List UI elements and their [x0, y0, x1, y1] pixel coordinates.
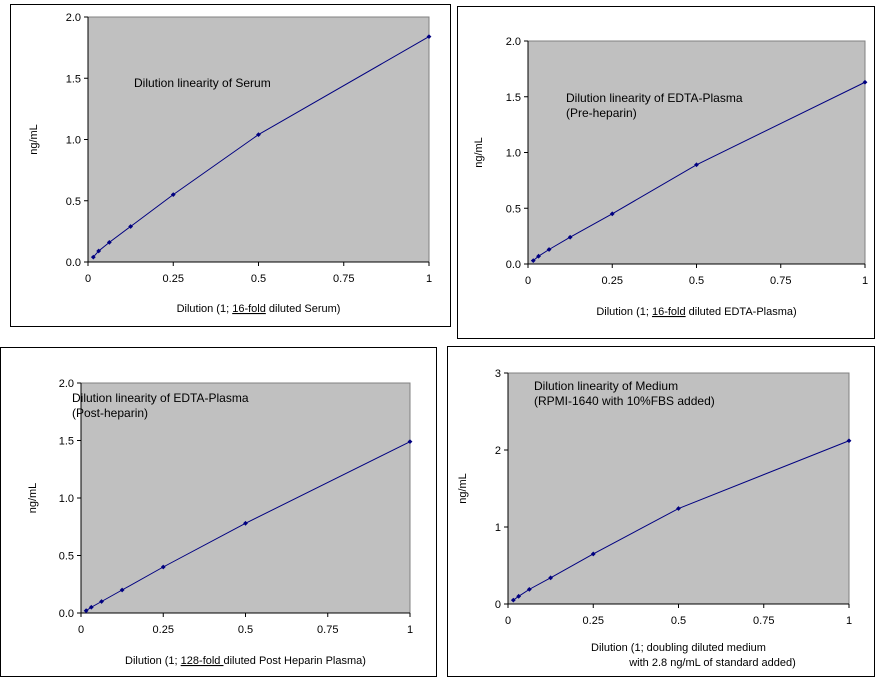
data-point — [106, 240, 112, 245]
data-point — [83, 608, 89, 614]
x-tick-label: 0.5 — [671, 615, 686, 627]
pre-heparin-chart: 0.0 0.5 1.0 1.5 2.0 0 0.25 0.5 0.75 1 Dilution lin… — [473, 36, 868, 318]
y-tick-label: 0.0 — [59, 608, 74, 620]
y-tick-label: 0.5 — [59, 551, 74, 563]
medium-chart: 0 1 2 3 0 0.25 0.5 0.75 1 Dilution linearity of M… — [457, 368, 852, 669]
data-point — [516, 593, 522, 599]
y-tick-label: 1 — [495, 522, 501, 534]
chart-annotation: Dilution linearity of EDTA-Plasma — [72, 391, 249, 405]
x-tick-label: 0.25 — [602, 275, 623, 287]
x-tick-label: 0.25 — [163, 273, 184, 285]
x-tick-label: 0.5 — [251, 273, 266, 285]
y-tick-label: 2.0 — [506, 36, 521, 48]
y-tick-label: 0.0 — [66, 257, 81, 269]
chart-annotation: Dilution linearity of EDTA-Plasma — [566, 91, 743, 105]
y-tick-label: 0.5 — [506, 203, 521, 215]
x-tick-label: 0.5 — [689, 275, 704, 287]
chart-annotation: (Pre-heparin) — [566, 106, 637, 120]
y-axis-label: ng/mL — [473, 137, 485, 168]
y-tick-label: 1.0 — [59, 493, 74, 505]
data-point — [546, 247, 552, 252]
data-point — [160, 564, 166, 570]
x-axis-label: Dilution (1; 16-fold diluted EDTA-Plasma… — [596, 306, 796, 318]
x-tick-label: 1 — [862, 275, 868, 287]
y-tick-label: 3 — [495, 368, 501, 380]
y-axis-label: ng/mL — [457, 473, 469, 504]
x-tick-label: 0.75 — [333, 273, 354, 285]
post-heparin-chart: 0.0 0.5 1.0 1.5 2.0 0 0.25 0.5 0.75 1 Dilution lin… — [27, 378, 413, 667]
medium-chart-panel: 0 1 2 3 0 0.25 0.5 0.75 1 Dilution linearity of M… — [447, 346, 875, 677]
data-point — [548, 575, 554, 581]
data-point — [846, 438, 852, 444]
data-point — [96, 248, 102, 254]
data-point — [128, 224, 134, 229]
data-point — [590, 551, 596, 557]
serum-chart: 0.0 0.5 1.0 1.5 2.0 0 0.25 0.5 0.75 1 Dilution lin… — [28, 12, 432, 315]
data-point — [694, 162, 699, 168]
x-tick-label: 0.25 — [583, 615, 604, 627]
y-tick-label: 1.5 — [506, 92, 521, 104]
data-point — [99, 599, 104, 604]
data-point — [530, 258, 536, 264]
serum-chart-panel: 0.0 0.5 1.0 1.5 2.0 0 0.25 0.5 0.75 1 Dilution lin… — [10, 4, 451, 327]
y-tick-label: 2 — [495, 445, 501, 457]
y-tick-label: 1.5 — [66, 73, 81, 85]
y-tick-label: 2.0 — [59, 378, 74, 390]
data-point — [90, 254, 96, 260]
data-point — [170, 192, 176, 198]
x-tick-label: 1 — [846, 615, 852, 627]
data-point — [119, 587, 125, 593]
y-tick-label: 0.5 — [66, 196, 81, 208]
chart-annotation: (RPMI-1640 with 10%FBS added) — [534, 394, 715, 408]
data-point — [88, 604, 94, 610]
x-tick-label: 0.75 — [317, 624, 338, 636]
x-axis-label: with 2.8 ng/mL of standard added) — [628, 657, 796, 669]
y-axis-label: ng/mL — [27, 483, 39, 514]
x-axis-label: Dilution (1; 128-fold diluted Post Hepar… — [125, 655, 366, 667]
x-tick-label: 1 — [407, 624, 413, 636]
data-point — [510, 597, 516, 603]
x-axis-label: Dilution (1; 16-fold diluted Serum) — [177, 303, 341, 315]
y-tick-label: 0 — [495, 599, 501, 611]
x-tick-label: 0 — [505, 615, 511, 627]
plot-area — [80, 382, 411, 614]
x-tick-label: 0.5 — [238, 624, 253, 636]
y-tick-label: 1.0 — [66, 135, 81, 147]
x-axis-label: Dilution (1; doubling diluted medium — [591, 642, 766, 654]
data-point — [609, 211, 615, 217]
chart-annotation: (Post-heparin) — [72, 406, 148, 420]
y-tick-label: 2.0 — [66, 12, 81, 24]
x-tick-label: 1 — [426, 273, 432, 285]
x-tick-label: 0.25 — [153, 624, 174, 636]
chart-annotation: Dilution linearity of Medium — [534, 379, 678, 393]
x-tick-label: 0.75 — [753, 615, 774, 627]
plot-area — [527, 40, 866, 265]
data-point — [567, 234, 573, 240]
y-tick-label: 1.0 — [506, 148, 521, 160]
data-point — [536, 253, 541, 259]
x-tick-label: 0.75 — [770, 275, 791, 287]
x-tick-label: 0 — [85, 273, 91, 285]
post-heparin-chart-panel: 0.0 0.5 1.0 1.5 2.0 0 0.25 0.5 0.75 1 Dilution lin… — [0, 347, 437, 677]
x-tick-label: 0 — [78, 624, 84, 636]
y-tick-label: 1.5 — [59, 436, 74, 448]
y-tick-label: 0.0 — [506, 259, 521, 271]
pre-heparin-chart-panel: 0.0 0.5 1.0 1.5 2.0 0 0.25 0.5 0.75 1 Dilution lin… — [457, 6, 875, 339]
data-point — [676, 506, 681, 511]
data-point — [862, 79, 868, 85]
data-point — [426, 34, 432, 39]
data-point — [526, 586, 532, 592]
chart-annotation: Dilution linearity of Serum — [134, 76, 271, 90]
data-point — [407, 439, 413, 445]
y-axis-label: ng/mL — [28, 124, 40, 155]
plot-area — [87, 16, 430, 263]
x-tick-label: 0 — [525, 275, 531, 287]
data-point — [243, 520, 248, 526]
